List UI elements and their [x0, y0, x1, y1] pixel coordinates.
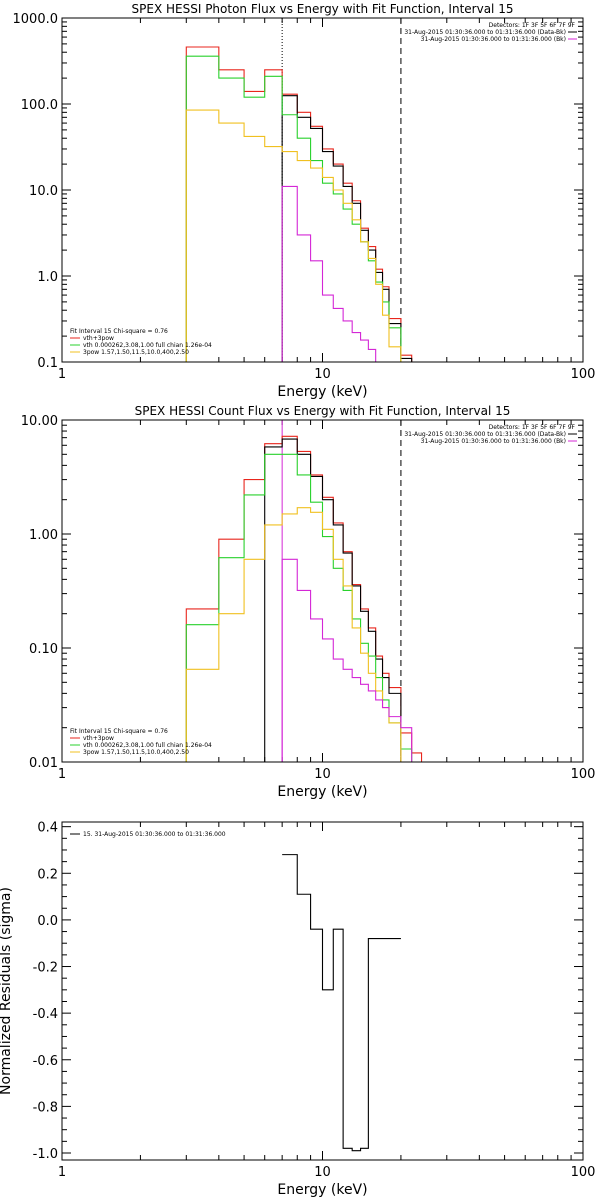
- legend-entry-label: vth+3pow: [83, 735, 114, 742]
- legend-entry-label: 15. 31-Aug-2015 01:30:36.000 to 01:31:36…: [83, 831, 226, 838]
- chart-panel-3: 1 10 100 Energy (keV) 0.4 0.2 0.0 -0.2 -0.4 -0.6 -…: [0, 821, 595, 1198]
- detectors-label: Detectors: 1F 3F 5F 6F 7F 9F: [489, 22, 576, 29]
- y-tick-label: -0.2: [33, 961, 58, 976]
- plot-frame: [61, 419, 584, 763]
- legend-entry-label: vth 0.000262,3.08,1.00 full chian 1.26e-…: [83, 342, 212, 349]
- time-range-label: 31-Aug-2015 01:30:36.000 to 01:31:36.000…: [421, 438, 566, 445]
- x-axis: 1 10 100 Energy (keV): [58, 822, 596, 1198]
- series-line-1: [185, 435, 423, 762]
- series-line-2: [264, 438, 402, 762]
- series-line-4: [185, 507, 412, 762]
- legend-entry-label: 3pow 1.57,1.50,11.5,10.0,400,2.50: [83, 749, 189, 756]
- x-tick-label: 10: [314, 767, 331, 782]
- x-tick-label: 10: [314, 1165, 331, 1180]
- y-tick-label: 0.4: [37, 821, 58, 836]
- detector-info: Detectors: 1F 3F 5F 6F 7F 9F31-Aug-2015 …: [404, 424, 577, 445]
- x-axis-label: Energy (keV): [277, 384, 367, 400]
- y-axis: 0.1 1.0 10.0 100.0 1000.0: [13, 12, 583, 371]
- chart-panel-2: SPEX HESSI Count Flux vs Energy with Fit…: [21, 404, 596, 800]
- detector-info: Detectors: 1F 3F 5F 6F 7F 9F31-Aug-2015 …: [404, 22, 577, 43]
- detectors-label: Detectors: 1F 3F 5F 6F 7F 9F: [489, 424, 576, 431]
- legend-entry-label: vth 0.000262,3.08,1.00 full chian 1.26e-…: [83, 742, 212, 749]
- y-tick-label: 0.2: [37, 867, 58, 882]
- y-tick-label: 0.1: [37, 356, 58, 371]
- legend-entry-label: vth+3pow: [83, 335, 114, 342]
- x-axis-label: Energy (keV): [277, 1182, 367, 1198]
- legend: Fit Interval 15 Chi-square = 0.76vth+3po…: [70, 728, 212, 756]
- series-group: [185, 46, 423, 362]
- y-tick-label: 1000.0: [13, 12, 59, 27]
- x-tick-label: 1: [58, 367, 66, 382]
- y-tick-label: 1.0: [37, 270, 58, 285]
- series-line-3: [185, 453, 423, 762]
- legend: Fit Interval 15 Chi-square = 0.76vth+3po…: [70, 328, 212, 356]
- legend-header: Fit Interval 15 Chi-square = 0.76: [70, 328, 168, 335]
- series-group: [185, 435, 423, 762]
- series-line-2: [281, 95, 413, 362]
- plot-frame: [61, 17, 584, 363]
- chart-title: SPEX HESSI Count Flux vs Energy with Fit…: [135, 404, 511, 418]
- legend: 15. 31-Aug-2015 01:30:36.000 to 01:31:36…: [70, 831, 226, 838]
- series-line-1: [185, 46, 423, 362]
- y-tick-label: 0.01: [29, 756, 58, 771]
- y-tick-label: -0.8: [33, 1100, 58, 1115]
- x-axis: 1 10 100 Energy (keV): [58, 420, 596, 800]
- plot-frame: [61, 821, 584, 1161]
- y-tick-label: 10.00: [21, 414, 58, 429]
- series-line-5: [281, 558, 413, 762]
- y-tick-label: 0.10: [29, 642, 58, 657]
- chart-title: SPEX HESSI Photon Flux vs Energy with Fi…: [132, 2, 514, 16]
- x-tick-label: 100: [571, 767, 596, 782]
- x-tick-label: 1: [58, 767, 66, 782]
- series-line-4: [185, 109, 413, 362]
- y-tick-label: 1.00: [29, 528, 58, 543]
- time-range-label: 31-Aug-2015 01:30:36.000 to 01:31:36.000…: [421, 36, 566, 43]
- y-axis: 0.4 0.2 0.0 -0.2 -0.4 -0.6 -0.8 -1.0 Normalized …: [0, 821, 583, 1162]
- y-tick-label: 10.0: [29, 184, 58, 199]
- time-range-label: 31-Aug-2015 01:30:36.000 to 01:31:36.000…: [404, 29, 566, 36]
- x-tick-label: 100: [571, 367, 596, 382]
- y-axis: 0.01 0.10 1.00 10.00: [21, 414, 583, 771]
- time-range-label: 31-Aug-2015 01:30:36.000 to 01:31:36.000…: [404, 431, 566, 438]
- y-tick-label: 100.0: [21, 98, 58, 113]
- y-tick-label: -0.6: [33, 1054, 58, 1069]
- y-tick-label: -1.0: [33, 1147, 58, 1162]
- y-tick-label: 0.0: [37, 914, 58, 929]
- y-axis-label: Normalized Residuals (sigma): [0, 887, 14, 1095]
- x-axis-label: Energy (keV): [277, 784, 367, 800]
- series-group: [282, 854, 401, 1152]
- series-line-5: [281, 185, 390, 362]
- legend-entry-label: 3pow 1.57,1.50,11.5,10.0,400,2.50: [83, 349, 189, 356]
- series-line-3: [185, 55, 423, 362]
- chart-panel-1: SPEX HESSI Photon Flux vs Energy with Fi…: [13, 2, 596, 400]
- series-line-1: [282, 854, 401, 1152]
- x-tick-label: 10: [314, 367, 331, 382]
- y-tick-label: -0.4: [33, 1007, 58, 1022]
- legend-header: Fit Interval 15 Chi-square = 0.76: [70, 728, 168, 735]
- x-tick-label: 1: [58, 1165, 66, 1180]
- x-tick-label: 100: [571, 1165, 596, 1180]
